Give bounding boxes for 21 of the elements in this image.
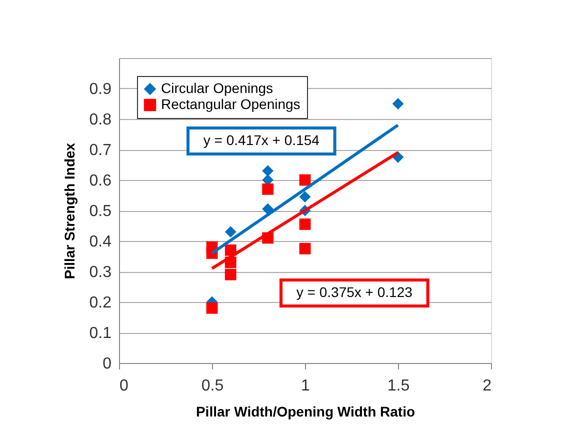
y-tick-label: 0.8 bbox=[89, 112, 112, 128]
annotation: y = 0.417x + 0.154 bbox=[203, 132, 320, 148]
x-tick-label: 1.5 bbox=[387, 378, 410, 394]
y-tick-label: 0.3 bbox=[89, 264, 112, 281]
y-tick-label: 0.2 bbox=[89, 294, 112, 312]
x-tick-label: 1 bbox=[301, 378, 310, 394]
y-tick-label: 0.6 bbox=[89, 172, 112, 190]
legend-label: Circular Openings bbox=[161, 80, 274, 96]
y-tick-label: 0.1 bbox=[89, 325, 112, 342]
y-tick-label: 0 bbox=[102, 356, 112, 372]
y-tick-label: 0.7 bbox=[89, 142, 112, 159]
y-axis-title: Pillar Strength Index bbox=[61, 142, 78, 280]
x-axis-title: Pillar Width/Opening Width Ratio bbox=[196, 404, 416, 420]
legend-label: Rectangular Openings bbox=[161, 96, 300, 112]
x-tick-label: 2 bbox=[482, 378, 492, 394]
y-tick-label: 0.4 bbox=[89, 234, 112, 250]
x-tick-label: 0 bbox=[120, 378, 128, 394]
y-tick-label: 0.5 bbox=[89, 203, 112, 220]
y-tick-label: 0.9 bbox=[89, 81, 112, 98]
annotation: y = 0.375x + 0.123 bbox=[296, 284, 413, 300]
x-tick-label: 0.5 bbox=[201, 378, 224, 394]
